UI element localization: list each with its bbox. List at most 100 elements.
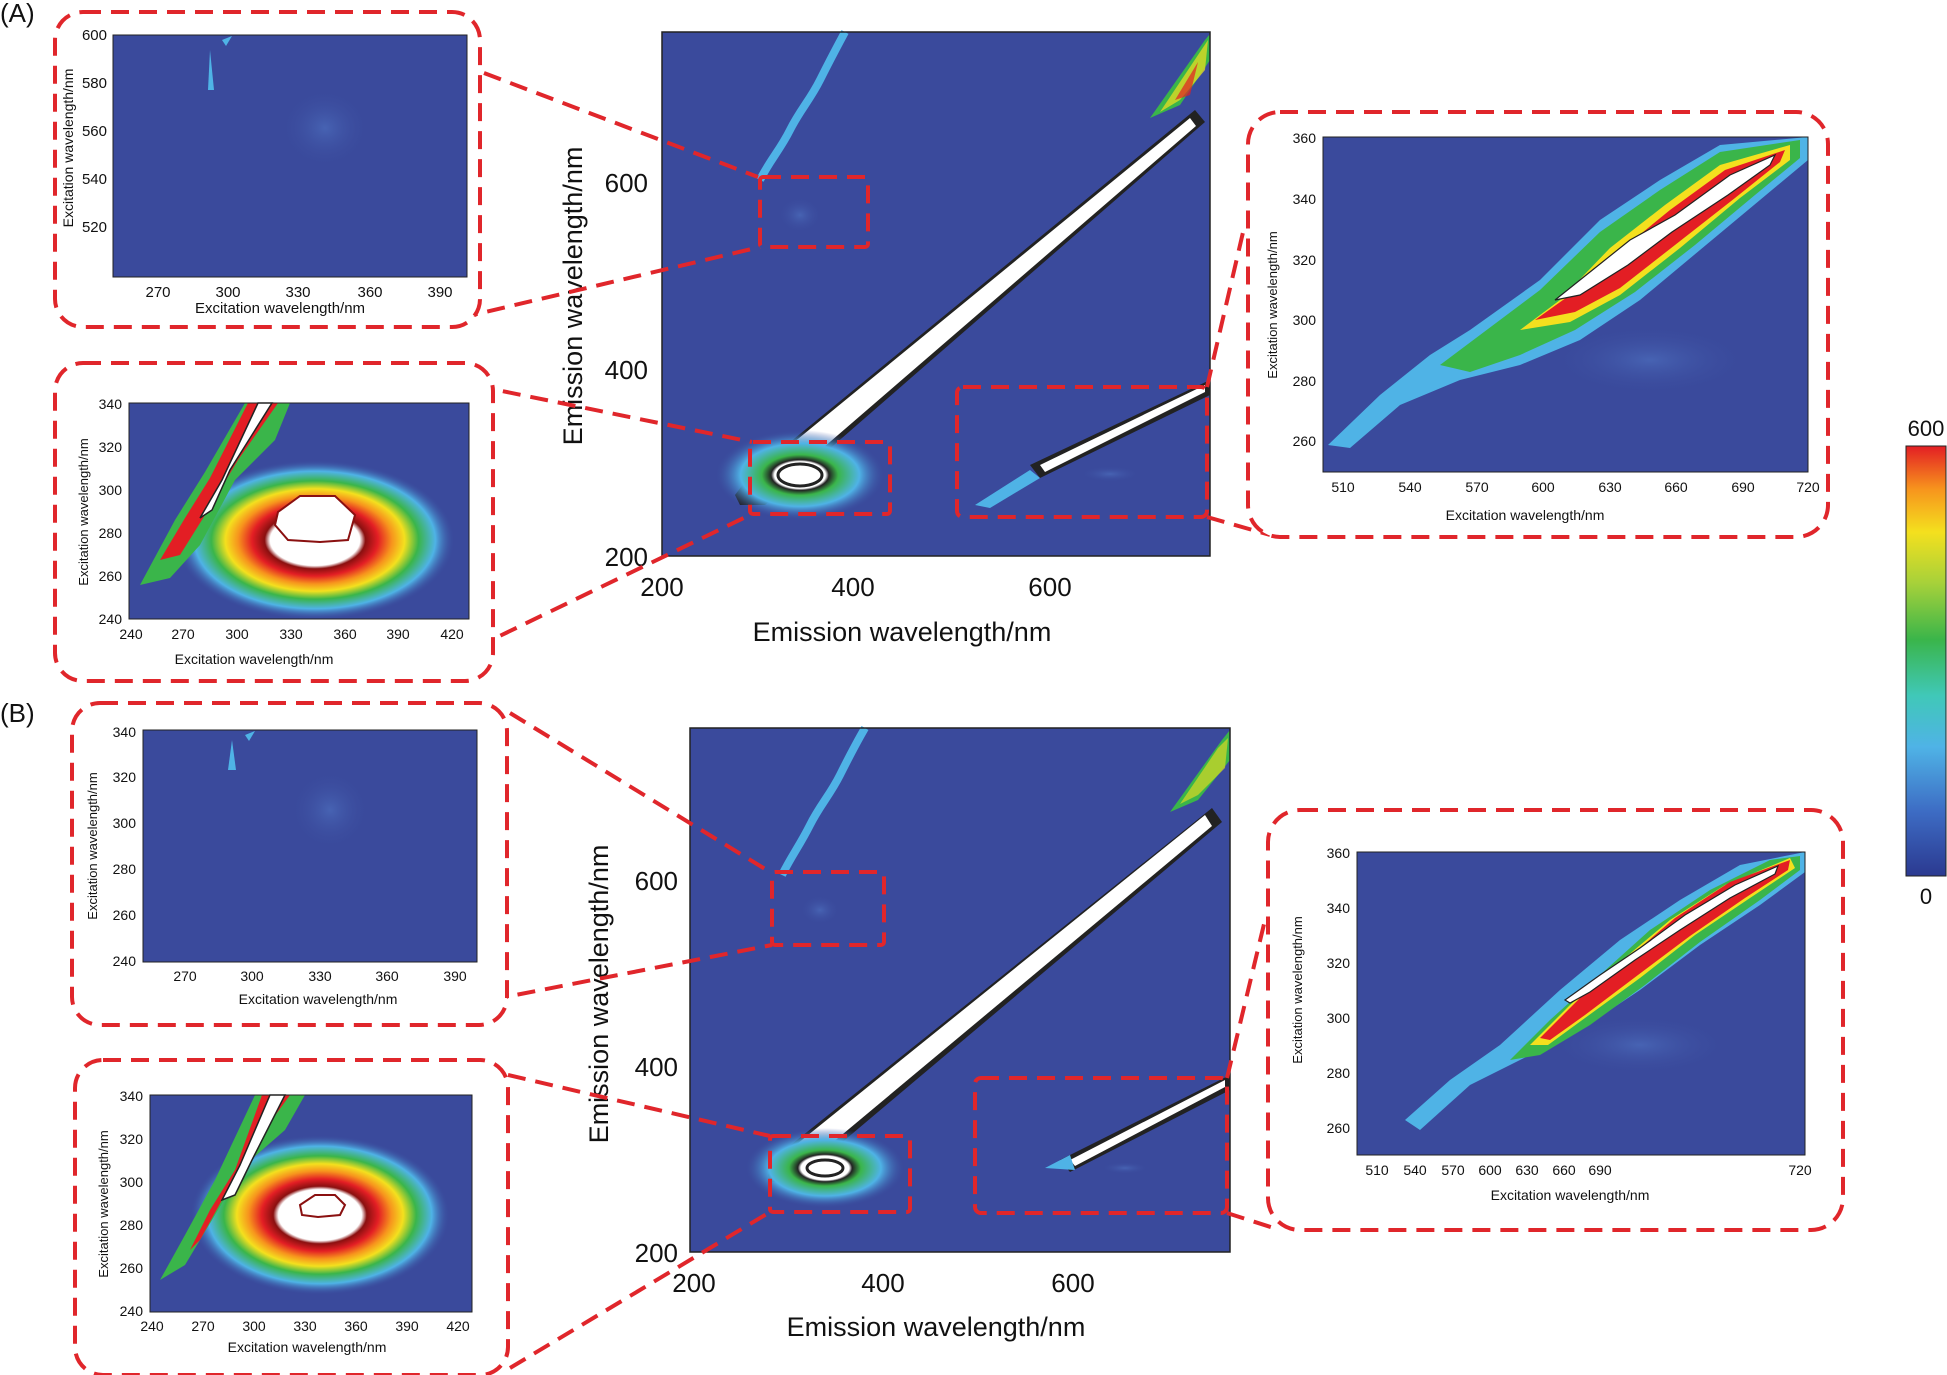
tick-label-panels-1-insets-1-xticks-2: 300 xyxy=(242,1318,266,1334)
inset-a-right-axes: 360 340 320 300 280 260 510 540 570 600 … xyxy=(1265,130,1820,523)
inset-a-top-left xyxy=(53,10,482,329)
inset-b-bottom-left-ylabel: Excitation wavelength/nm xyxy=(96,1130,111,1277)
panel-label-a: (A) xyxy=(0,0,35,28)
tick-label-panels-0-insets-0-xticks-4: 390 xyxy=(427,284,452,301)
inset-b-top-left xyxy=(70,701,509,1027)
tick-label-panels-0-insets-2-xticks-1: 540 xyxy=(1398,479,1422,495)
tick-label-panels-1-insets-2-xticks-6: 690 xyxy=(1588,1162,1612,1178)
inset-a-right-xlabel: Excitation wavelength/nm xyxy=(1446,507,1605,523)
main-b-xtick-600: 600 xyxy=(1051,1268,1094,1298)
tick-label-panels-0-insets-2-xticks-3: 600 xyxy=(1531,479,1555,495)
tick-label-panels-0-insets-2-xticks-2: 570 xyxy=(1465,479,1489,495)
tick-label-panels-1-insets-0-yticks-5: 340 xyxy=(113,724,137,740)
main-heatmap-b xyxy=(689,725,1231,1253)
tick-label-panels-1-insets-1-yticks-0: 240 xyxy=(120,1303,144,1319)
tick-label-panels-0-insets-1-yticks-3: 300 xyxy=(99,482,123,498)
tick-label-panels-1-insets-0-xticks-0: 270 xyxy=(173,968,197,984)
tick-label-panels-0-insets-1-xticks-6: 420 xyxy=(440,626,464,642)
colorbar-max-label: 600 xyxy=(1908,416,1945,441)
tick-label-panels-1-insets-0-xticks-3: 360 xyxy=(375,968,399,984)
tick-label-panels-0-insets-0-yticks-0: 520 xyxy=(82,219,107,236)
tick-label-panels-0-insets-2-yticks-2: 300 xyxy=(1293,312,1317,328)
inset-b-top-left-xlabel: Excitation wavelength/nm xyxy=(239,991,398,1007)
tick-label-panels-1-insets-2-yticks-0: 260 xyxy=(1327,1120,1351,1136)
tick-label-panels-1-insets-1-xticks-0: 240 xyxy=(140,1318,164,1334)
inset-a-bottom-left-axes: 340 320 300 280 260 240 240 270 300 330 … xyxy=(76,396,464,667)
inset-a-top-left-ylabel: Excitation wavelength/nm xyxy=(60,69,76,228)
main-a-xtick-400: 400 xyxy=(831,572,874,602)
tick-label-panels-0-insets-1-yticks-5: 340 xyxy=(99,396,123,412)
tick-label-panels-0-insets-0-yticks-2: 560 xyxy=(82,123,107,140)
callouts-a xyxy=(447,71,1271,662)
tick-label-panels-0-insets-0-yticks-3: 580 xyxy=(82,75,107,92)
tick-label-panels-0-insets-0-xticks-0: 270 xyxy=(145,284,170,301)
tick-label-panels-1-insets-2-yticks-1: 280 xyxy=(1327,1065,1351,1081)
tick-label-panels-0-insets-2-yticks-0: 260 xyxy=(1293,433,1317,449)
tick-label-panels-0-insets-2-xticks-0: 510 xyxy=(1331,479,1355,495)
tick-label-panels-0-insets-1-yticks-0: 240 xyxy=(99,611,123,627)
inset-a-bottom-left-xlabel: Excitation wavelength/nm xyxy=(175,651,334,667)
tick-label-panels-1-insets-2-xticks-1: 540 xyxy=(1403,1162,1427,1178)
tick-label-panels-1-insets-2-yticks-5: 360 xyxy=(1327,845,1351,861)
tick-label-panels-0-insets-1-yticks-4: 320 xyxy=(99,439,123,455)
tick-label-panels-1-insets-2-xticks-2: 570 xyxy=(1441,1162,1465,1178)
tick-label-panels-0-insets-1-xticks-2: 300 xyxy=(225,626,249,642)
tick-label-panels-0-insets-2-xticks-5: 660 xyxy=(1664,479,1688,495)
inset-b-top-left-axes: 340 320 300 280 260 240 270 300 330 360 … xyxy=(85,724,467,1007)
tick-label-panels-0-insets-2-yticks-3: 320 xyxy=(1293,252,1317,268)
tick-label-panels-1-insets-0-yticks-3: 300 xyxy=(113,815,137,831)
tick-label-panels-0-insets-2-yticks-5: 360 xyxy=(1293,130,1317,146)
tick-label-panels-1-insets-2-xticks-3: 600 xyxy=(1478,1162,1502,1178)
tick-label-panels-1-insets-1-yticks-2: 280 xyxy=(120,1217,144,1233)
main-a-xlabel: Emission wavelength/nm xyxy=(753,617,1052,647)
tick-label-panels-1-insets-0-yticks-1: 260 xyxy=(113,907,137,923)
colorbar-min-label: 0 xyxy=(1920,884,1932,909)
tick-label-panels-0-insets-2-xticks-6: 690 xyxy=(1731,479,1755,495)
inset-a-bottom-left xyxy=(53,361,495,683)
main-b-ytick-200: 200 xyxy=(635,1238,678,1268)
tick-label-panels-1-insets-0-xticks-2: 330 xyxy=(308,968,332,984)
main-a-ylabel: Emission wavelength/nm xyxy=(558,147,588,446)
main-b-ylabel: Emission wavelength/nm xyxy=(584,845,614,1144)
tick-label-panels-0-insets-2-xticks-4: 630 xyxy=(1598,479,1622,495)
tick-label-panels-1-insets-1-xticks-4: 360 xyxy=(344,1318,368,1334)
tick-label-panels-0-insets-0-yticks-4: 600 xyxy=(82,27,107,44)
tick-label-panels-1-insets-2-xticks-7: 720 xyxy=(1788,1162,1812,1178)
tick-label-panels-0-insets-1-xticks-0: 240 xyxy=(119,626,143,642)
inset-a-right xyxy=(1246,110,1830,539)
main-b-ytick-600: 600 xyxy=(635,866,678,896)
inset-a-bottom-left-ylabel: Excitation wavelength/nm xyxy=(76,438,91,585)
tick-label-panels-0-insets-0-xticks-1: 300 xyxy=(215,284,240,301)
tick-label-panels-1-insets-1-xticks-1: 270 xyxy=(191,1318,215,1334)
tick-label-panels-1-insets-1-xticks-5: 390 xyxy=(395,1318,419,1334)
main-a-xtick-600: 600 xyxy=(1028,572,1071,602)
tick-label-panels-1-insets-2-xticks-4: 630 xyxy=(1515,1162,1539,1178)
tick-label-panels-1-insets-2-xticks-5: 660 xyxy=(1552,1162,1576,1178)
inset-b-top-left-ylabel: Excitation wavelength/nm xyxy=(85,772,100,919)
tick-label-panels-1-insets-0-xticks-4: 390 xyxy=(443,968,467,984)
tick-label-panels-0-insets-1-xticks-1: 270 xyxy=(171,626,195,642)
tick-label-panels-0-insets-1-yticks-1: 260 xyxy=(99,568,123,584)
inset-a-top-left-xlabel: Excitation wavelength/nm xyxy=(195,300,365,317)
callouts-b xyxy=(489,711,1281,1370)
main-b-xlabel: Emission wavelength/nm xyxy=(787,1312,1086,1342)
tick-label-panels-0-insets-0-xticks-3: 360 xyxy=(357,284,382,301)
tick-label-panels-0-insets-1-xticks-4: 360 xyxy=(333,626,357,642)
tick-label-panels-1-insets-2-yticks-4: 340 xyxy=(1327,900,1351,916)
tick-label-panels-0-insets-2-yticks-1: 280 xyxy=(1293,373,1317,389)
tick-label-panels-1-insets-0-yticks-4: 320 xyxy=(113,769,137,785)
inset-b-right xyxy=(1266,808,1845,1232)
tick-label-panels-1-insets-1-xticks-3: 330 xyxy=(293,1318,317,1334)
inset-b-right-axes: 360 340 320 300 280 260 510 540 570 600 … xyxy=(1290,845,1812,1203)
main-b-xtick-400: 400 xyxy=(861,1268,904,1298)
inset-b-bottom-left-axes: 340 320 300 280 260 240 240 270 300 330 … xyxy=(96,1088,470,1355)
main-b-xtick-200: 200 xyxy=(672,1268,715,1298)
tick-label-panels-1-insets-1-yticks-4: 320 xyxy=(120,1131,144,1147)
main-a-ytick-600: 600 xyxy=(605,168,648,198)
inset-b-bottom-left-xlabel: Excitation wavelength/nm xyxy=(228,1339,387,1355)
tick-label-panels-0-insets-0-yticks-1: 540 xyxy=(82,171,107,188)
main-a-ytick-400: 400 xyxy=(605,355,648,385)
tick-label-panels-1-insets-2-yticks-2: 300 xyxy=(1327,1010,1351,1026)
tick-label-panels-0-insets-2-xticks-7: 720 xyxy=(1796,479,1820,495)
colorbar: 600 0 xyxy=(1905,416,1947,909)
